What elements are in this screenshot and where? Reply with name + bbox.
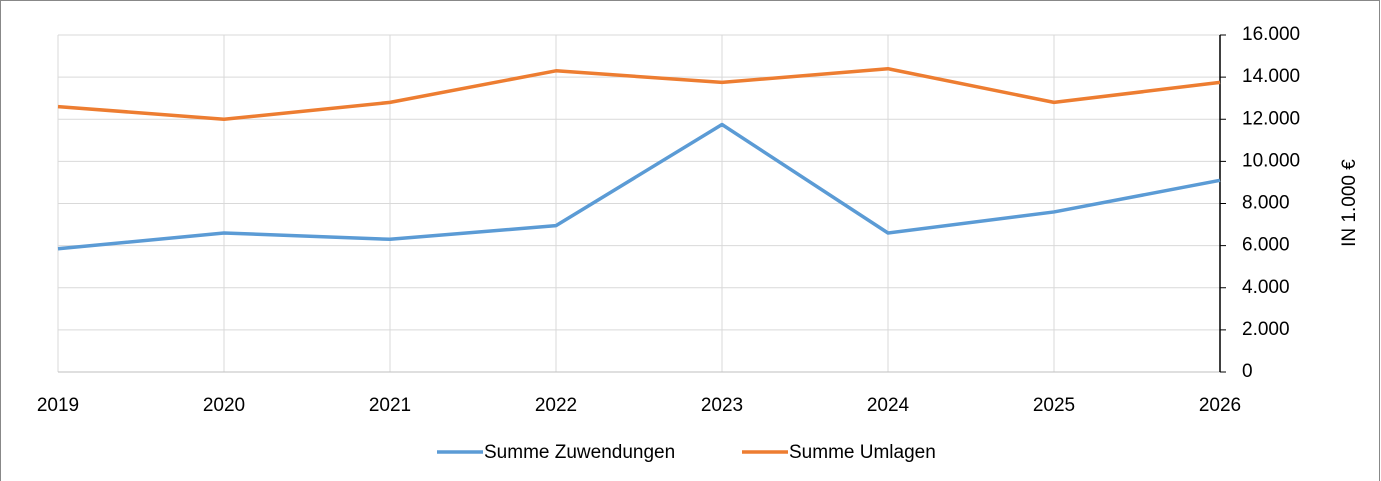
x-tick-label: 2024 [867,395,910,416]
series-line [57,66,1221,121]
y-tick-label: 0 [1242,361,1253,382]
y-axis-label: IN 1.000 € [1339,159,1360,247]
y-tick-label: 2.000 [1242,319,1290,340]
x-tick-label: 2025 [1033,395,1075,416]
y-tick-label: 12.000 [1242,108,1300,129]
y-tick-label: 4.000 [1242,277,1290,298]
y-tick-label: 10.000 [1242,150,1300,171]
x-tick-label: 2020 [203,395,245,416]
y-tick-label: 16.000 [1242,24,1300,45]
x-tick-label: 2021 [369,395,411,416]
y-tick-label: 6.000 [1242,235,1290,256]
x-tick-label: 2023 [701,395,743,416]
legend-label: Summe Zuwendungen [484,442,675,463]
y-tick-label: 14.000 [1242,66,1300,87]
x-tick-label: 2022 [535,395,577,416]
x-tick-label: 2019 [37,395,79,416]
y-tick-label: 8.000 [1242,193,1290,214]
legend-label: Summe Umlagen [789,442,936,463]
series-line [57,122,1221,251]
x-tick-label: 2026 [1199,395,1241,416]
